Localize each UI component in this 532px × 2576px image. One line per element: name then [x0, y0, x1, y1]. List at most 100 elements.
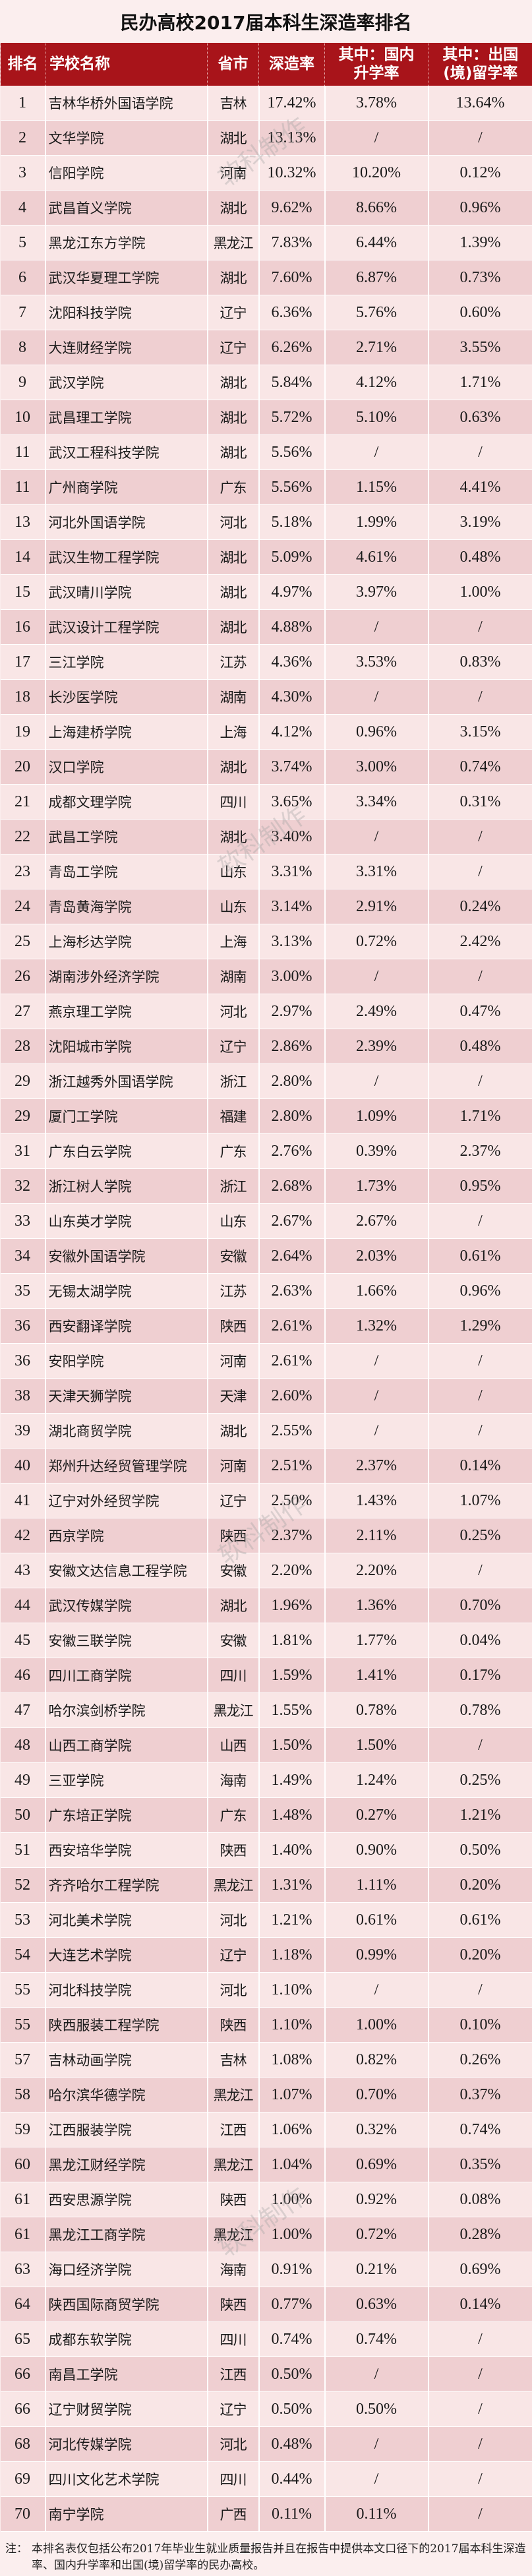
cell-rank: 17 — [0, 644, 46, 680]
cell-school-name: 武汉设计工程学院 — [45, 609, 208, 645]
cell-rank: 49 — [0, 1762, 46, 1798]
cell-domestic-rate: / — [324, 1063, 429, 1099]
cell-domestic-rate: 2.91% — [324, 889, 429, 924]
cell-abroad-rate: 3.15% — [428, 714, 532, 750]
table-row: 29 厦门工学院 福建 2.80% 1.09% 1.71% — [0, 1098, 532, 1134]
cell-domestic-rate: / — [324, 819, 429, 854]
cell-rate: 2.60% — [258, 1378, 326, 1414]
cell-domestic-rate: 0.96% — [324, 714, 429, 750]
cell-abroad-rate: 0.69% — [428, 2252, 532, 2287]
cell-rank: 46 — [0, 1658, 46, 1693]
cell-abroad-rate: / — [428, 2496, 532, 2532]
cell-rank: 59 — [0, 2112, 46, 2147]
cell-school-name: 吉林动画学院 — [45, 2042, 208, 2078]
cell-school-name: 河北科技学院 — [45, 1972, 208, 2008]
header-abroad-line1: 其中：出国 — [442, 45, 519, 63]
cell-province: 江苏 — [207, 1273, 260, 1309]
table-header-row: 排名 学校名称 省市 深造率 其中：国内 升学率 其中：出国 (境)留学率 — [0, 43, 532, 86]
table-row: 9 武汉学院 湖北 5.84% 4.12% 1.71% — [0, 365, 532, 400]
cell-domestic-rate: 3.31% — [324, 854, 429, 889]
cell-rate: 2.61% — [258, 1308, 326, 1344]
cell-rank: 39 — [0, 1413, 46, 1449]
cell-abroad-rate: / — [428, 2426, 532, 2462]
cell-rank: 9 — [0, 365, 46, 400]
cell-domestic-rate: 0.72% — [324, 2217, 429, 2252]
cell-province: 四川 — [207, 2461, 260, 2497]
cell-domestic-rate: 0.99% — [324, 1937, 429, 1973]
cell-school-name: 广东培正学院 — [45, 1797, 208, 1833]
cell-school-name: 武汉工程科技学院 — [45, 434, 208, 470]
cell-province: 江西 — [207, 2356, 260, 2392]
table-row: 26 湖南涉外经济学院 湖南 3.00% / / — [0, 959, 532, 994]
table-row: 66 南昌工学院 江西 0.50% / / — [0, 2356, 532, 2392]
cell-rate: 2.64% — [258, 1238, 326, 1274]
cell-domestic-rate: 1.00% — [324, 2007, 429, 2043]
cell-school-name: 无锡太湖学院 — [45, 1273, 208, 1309]
cell-school-name: 三亚学院 — [45, 1762, 208, 1798]
cell-province: 陕西 — [207, 1832, 260, 1868]
cell-domestic-rate: 1.32% — [324, 1308, 429, 1344]
cell-school-name: 安阳学院 — [45, 1343, 208, 1379]
table-row: 21 成都文理学院 四川 3.65% 3.34% 0.31% — [0, 784, 532, 820]
cell-province: 浙江 — [207, 1168, 260, 1204]
cell-rank: 20 — [0, 749, 46, 785]
cell-rate: 2.76% — [258, 1133, 326, 1169]
cell-domestic-rate: 1.09% — [324, 1098, 429, 1134]
cell-rate: 0.91% — [258, 2252, 326, 2287]
cell-school-name: 黑龙江财经学院 — [45, 2147, 208, 2182]
cell-school-name: 长沙医学院 — [45, 679, 208, 715]
table-row: 1 吉林华桥外国语学院 吉林 17.42% 3.78% 13.64% — [0, 86, 532, 121]
cell-province: 陕西 — [207, 1518, 260, 1553]
cell-rate: 10.32% — [258, 155, 326, 191]
cell-school-name: 武汉学院 — [45, 365, 208, 400]
cell-rank: 3 — [0, 155, 46, 191]
cell-abroad-rate: / — [428, 434, 532, 470]
cell-school-name: 上海杉达学院 — [45, 924, 208, 959]
cell-rate: 2.80% — [258, 1098, 326, 1134]
cell-rate: 3.14% — [258, 889, 326, 924]
cell-domestic-rate: 1.43% — [324, 1483, 429, 1518]
cell-domestic-rate: 5.76% — [324, 295, 429, 330]
cell-abroad-rate: 0.20% — [428, 1937, 532, 1973]
cell-domestic-rate: 2.20% — [324, 1553, 429, 1588]
cell-domestic-rate: 8.66% — [324, 190, 429, 225]
cell-rank: 66 — [0, 2391, 46, 2427]
cell-abroad-rate: 0.25% — [428, 1762, 532, 1798]
cell-rate: 2.68% — [258, 1168, 326, 1204]
cell-rate: 1.55% — [258, 1692, 326, 1728]
cell-rate: 1.06% — [258, 2112, 326, 2147]
cell-abroad-rate: 1.39% — [428, 225, 532, 260]
cell-abroad-rate: / — [428, 1343, 532, 1379]
cell-domestic-rate: 1.11% — [324, 1867, 429, 1903]
cell-domestic-rate: 2.39% — [324, 1029, 429, 1064]
header-rank: 排名 — [0, 43, 45, 86]
cell-province: 陕西 — [207, 2007, 260, 2043]
cell-rank: 42 — [0, 1518, 46, 1553]
cell-abroad-rate: 0.78% — [428, 1692, 532, 1728]
cell-abroad-rate: 0.61% — [428, 1238, 532, 1274]
cell-abroad-rate: 0.47% — [428, 994, 532, 1029]
cell-rank: 25 — [0, 924, 46, 959]
cell-province: 湖北 — [207, 365, 260, 400]
cell-domestic-rate: 3.97% — [324, 574, 429, 610]
cell-rank: 38 — [0, 1378, 46, 1414]
cell-school-name: 青岛黄海学院 — [45, 889, 208, 924]
table-row: 22 武昌工学院 湖北 3.40% / / — [0, 819, 532, 854]
table-row: 29 浙江越秀外国语学院 浙江 2.80% / / — [0, 1063, 532, 1099]
cell-rank: 29 — [0, 1063, 46, 1099]
cell-province: 湖北 — [207, 1413, 260, 1449]
cell-rate: 5.09% — [258, 539, 326, 575]
cell-province: 湖北 — [207, 749, 260, 785]
table-row: 59 江西服装学院 江西 1.06% 0.32% 0.74% — [0, 2112, 532, 2147]
footnote: 注： 本排名表仅包括公布2017年毕业生就业质量报告并且在报告中提供本文口径下的… — [0, 2532, 532, 2574]
table-row: 3 信阳学院 河南 10.32% 10.20% 0.12% — [0, 155, 532, 191]
cell-school-name: 武汉华夏理工学院 — [45, 260, 208, 295]
cell-rank: 34 — [0, 1238, 46, 1274]
cell-rank: 66 — [0, 2356, 46, 2392]
cell-rate: 0.48% — [258, 2426, 326, 2462]
cell-domestic-rate: / — [324, 2356, 429, 2392]
cell-domestic-rate: 0.32% — [324, 2112, 429, 2147]
table-body: 1 吉林华桥外国语学院 吉林 17.42% 3.78% 13.64% 2 文华学院 湖北 13.1… — [0, 86, 532, 2532]
cell-rank: 64 — [0, 2287, 46, 2322]
cell-province: 安徽 — [207, 1623, 260, 1658]
